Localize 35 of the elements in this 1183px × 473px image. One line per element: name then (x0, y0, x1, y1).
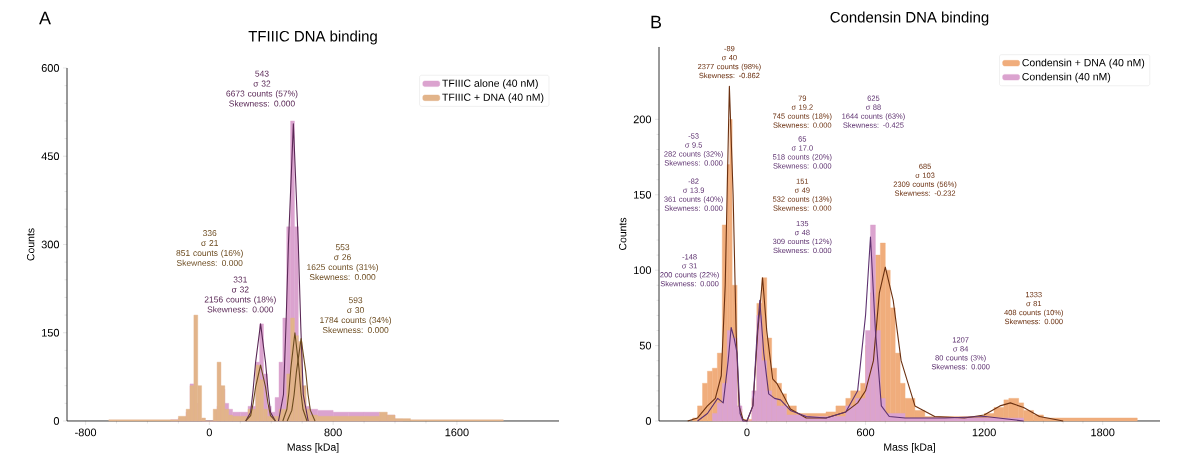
chart-title: TFIIIC DNA binding (248, 30, 377, 45)
x-axis-title: Mass [kDa] (287, 443, 339, 453)
annotation: 543 σ 32 6673 counts (57%) Skewness: 0.000 (226, 70, 298, 107)
y-tick-label: 0 (53, 417, 60, 425)
x-tick-label: -800 (75, 428, 97, 437)
legend-label: Condensin + DNA (40 nM) (1022, 58, 1145, 69)
annotation: 593 σ 30 1784 counts (34%) Skewness: 0.000 (320, 297, 392, 334)
y-tick-label: 600 (41, 64, 60, 72)
chart-title: Condensin DNA binding (830, 11, 989, 26)
y-axis-title: Counts (618, 217, 627, 251)
y-tick-label: 150 (634, 190, 652, 199)
y-tick-label: 0 (645, 417, 652, 425)
x-tick-label: 600 (856, 428, 875, 437)
x-axis-title: Mass [kDa] (884, 443, 935, 453)
x-tick-label: 1200 (972, 428, 996, 437)
x-tick-label: 800 (324, 428, 342, 437)
text: B (651, 15, 662, 29)
x-tick-label: 1800 (1091, 428, 1115, 437)
y-tick-label: 450 (41, 152, 60, 161)
text: A (39, 11, 51, 25)
annotation: 553 σ 26 1625 counts (31%) Skewness: 0.000 (307, 244, 378, 281)
legend-label: TFIIIC alone (40 nM) (442, 79, 538, 89)
y-tick-label: 300 (41, 240, 60, 249)
y-axis-title: Counts (26, 228, 35, 261)
y-tick-label: 200 (633, 115, 652, 124)
x-tick-label: 1600 (445, 428, 469, 437)
y-tick-label: 50 (639, 341, 652, 350)
x-tick-label: 0 (744, 428, 750, 437)
legend-label: Condensin (40 nM) (1022, 72, 1111, 83)
legend-label: TFIIIC + DNA (40 nM) (442, 93, 544, 104)
y-tick-label: 100 (634, 266, 652, 275)
x-tick-label: 0 (206, 428, 212, 437)
y-tick-label: 150 (42, 328, 60, 337)
annotation: 336 σ 21 851 counts (16%) Skewness: 0.000 (176, 230, 243, 266)
annotation: 331 σ 32 2156 counts (18%) Skewness: 0.000 (204, 276, 276, 313)
